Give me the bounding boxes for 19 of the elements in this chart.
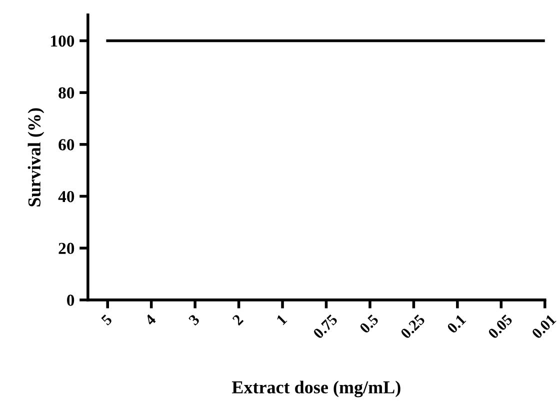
x-tick-label: 0.25 — [400, 314, 426, 340]
y-axis-title: Survival (%) — [28, 108, 44, 206]
y-tick-label: 60 — [58, 139, 74, 150]
x-tick-label: 0.5 — [359, 314, 380, 334]
y-tick-label: 100 — [51, 35, 74, 47]
y-tick-label: 80 — [58, 87, 74, 99]
y-tick-label: 0 — [67, 294, 74, 306]
x-tick-label: 0.05 — [488, 314, 513, 340]
y-tick-label: 20 — [58, 242, 74, 254]
x-tick-label: 0.01 — [531, 314, 557, 340]
x-axis-title: Extract dose (mg/mL) — [232, 380, 400, 398]
x-tick-label: 0.75 — [312, 314, 338, 340]
x-tick-label: 5 — [100, 314, 113, 326]
x-tick-label: 0.1 — [446, 314, 466, 334]
x-tick-label: 4 — [144, 314, 156, 326]
x-tick-label: 1 — [276, 314, 288, 326]
y-tick-label: 40 — [58, 190, 74, 202]
x-tick-label: 3 — [188, 314, 200, 326]
x-tick-label: 2 — [232, 314, 244, 326]
